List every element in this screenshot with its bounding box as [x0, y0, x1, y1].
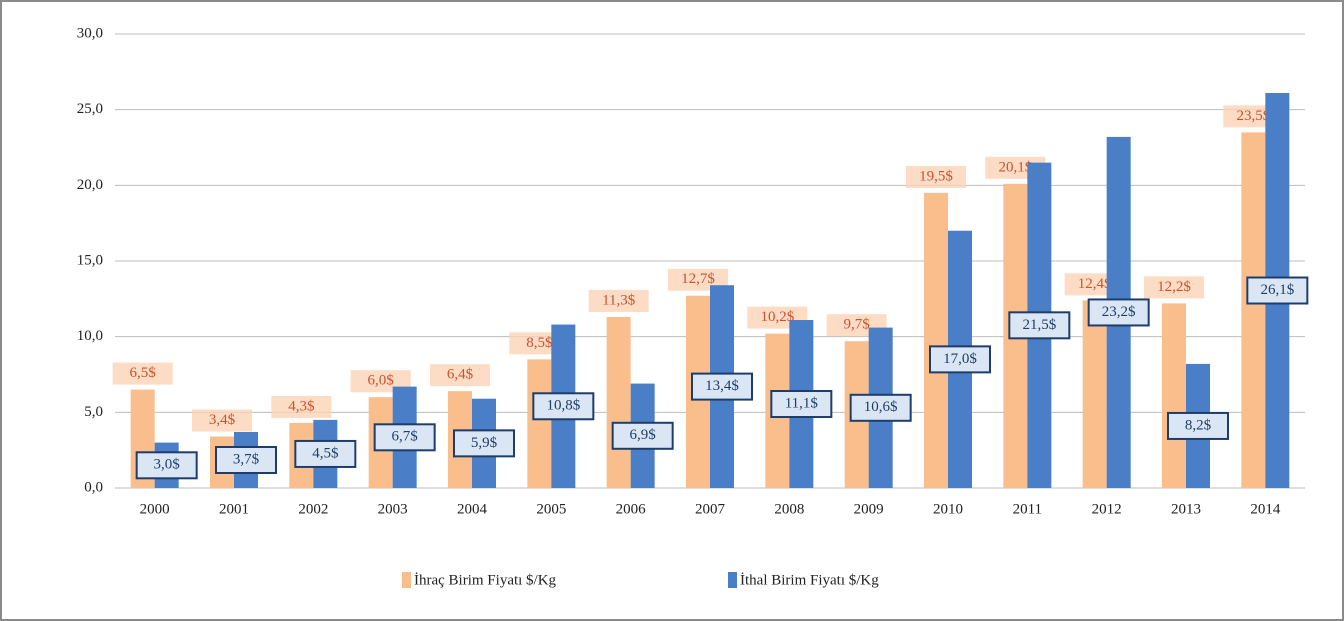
- x-tick-label: 2009: [854, 501, 884, 517]
- data-label: 23,5$: [1236, 108, 1270, 124]
- data-label: 20,1$: [998, 159, 1032, 175]
- data-label: 13,4$: [705, 378, 739, 394]
- data-label: 17,0$: [943, 351, 977, 367]
- data-label: 8,5$: [526, 335, 553, 351]
- label-box: [1246, 276, 1309, 305]
- x-tick-label: 2014: [1250, 501, 1281, 517]
- data-label: 10,2$: [760, 309, 794, 325]
- data-label: 4,5$: [312, 445, 339, 461]
- data-label: 10,6$: [864, 399, 898, 415]
- x-tick-label: 2012: [1092, 501, 1122, 517]
- data-label: 4,3$: [288, 398, 315, 414]
- bar: [527, 359, 552, 488]
- label-box: [929, 345, 991, 374]
- label-bg: [192, 409, 252, 432]
- x-tick-label: 2001: [219, 501, 249, 517]
- data-label: 12,2$: [1157, 279, 1191, 295]
- bar: [1241, 132, 1266, 488]
- label-box: [135, 451, 198, 480]
- data-label: 23,2$: [1102, 304, 1136, 320]
- x-tick-label: 2007: [695, 501, 726, 517]
- data-label: 3,7$: [233, 451, 260, 467]
- data-label: 3,4$: [209, 412, 236, 428]
- data-label: 21,5$: [1022, 317, 1056, 333]
- y-tick-label: 0,0: [84, 479, 103, 495]
- x-tick-label: 2006: [616, 501, 647, 517]
- x-tick-label: 2005: [536, 501, 566, 517]
- label-box: [294, 439, 357, 468]
- label-box: [770, 390, 833, 419]
- legend-label: İhraç Birim Fiyatı $/Kg: [414, 572, 557, 588]
- data-label: 19,5$: [919, 168, 953, 184]
- label-box: [1008, 311, 1071, 340]
- label-box: [215, 446, 277, 475]
- x-tick-label: 2008: [774, 501, 804, 517]
- y-tick-label: 30,0: [77, 25, 103, 41]
- data-label: 6,9$: [630, 427, 657, 443]
- data-label: 5,9$: [471, 435, 498, 451]
- label-box: [849, 393, 912, 422]
- x-tick-label: 2013: [1171, 501, 1201, 517]
- data-label: 3,0$: [154, 457, 181, 473]
- label-box: [691, 372, 753, 401]
- data-label: 8,2$: [1185, 417, 1212, 433]
- data-label: 6,0$: [368, 373, 395, 389]
- data-label: 9,7$: [844, 317, 871, 333]
- data-label: 26,1$: [1260, 282, 1294, 298]
- data-label: 10,8$: [546, 398, 580, 414]
- x-tick-label: 2004: [457, 501, 488, 517]
- label-bg: [271, 395, 332, 418]
- legend-label: İthal Birim Fiyatı $/Kg: [740, 572, 879, 588]
- x-tick-label: 2000: [140, 501, 170, 517]
- label-box: [453, 429, 515, 458]
- x-tick-label: 2011: [1013, 501, 1042, 517]
- y-tick-label: 10,0: [77, 328, 103, 344]
- bar: [606, 316, 631, 488]
- y-tick-label: 25,0: [77, 101, 103, 117]
- data-label: 11,3$: [602, 292, 636, 308]
- label-bg: [906, 165, 966, 188]
- bar: [1162, 303, 1186, 488]
- y-tick-label: 15,0: [77, 252, 103, 268]
- y-tick-label: 20,0: [77, 177, 103, 193]
- label-bg: [430, 364, 490, 387]
- legend-swatch: [402, 572, 411, 588]
- legend-swatch: [728, 572, 737, 588]
- x-tick-label: 2002: [298, 501, 328, 517]
- label-bg: [1144, 276, 1204, 299]
- data-label: 11,1$: [785, 395, 819, 411]
- bar: [924, 192, 948, 488]
- y-tick-label: 5,0: [84, 404, 103, 420]
- data-label: 12,4$: [1078, 276, 1112, 292]
- label-box: [532, 392, 595, 421]
- bar: [1082, 300, 1107, 488]
- label-bg: [112, 362, 173, 385]
- label-box: [373, 423, 436, 452]
- data-label: 6,5$: [130, 365, 157, 381]
- label-box: [1167, 411, 1229, 440]
- x-tick-label: 2010: [933, 501, 963, 517]
- data-label: 6,4$: [447, 367, 474, 383]
- data-label: 6,7$: [392, 429, 419, 445]
- label-box: [611, 421, 674, 450]
- x-tick-label: 2003: [378, 501, 408, 517]
- data-label: 12,7$: [681, 271, 715, 287]
- label-box: [1087, 298, 1150, 327]
- label-bg: [588, 289, 649, 312]
